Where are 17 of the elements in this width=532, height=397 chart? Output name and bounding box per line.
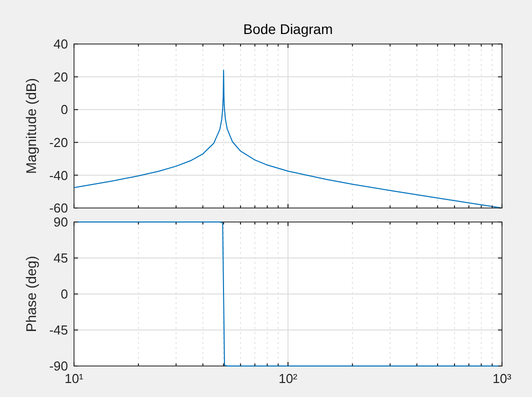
y-tick-label: -20 (49, 134, 68, 150)
y-tick-label: 0 (60, 286, 68, 302)
y-tick-label: -60 (49, 200, 68, 216)
y-axis-title: Phase (deg) (23, 256, 39, 332)
y-tick-label: 0 (60, 102, 68, 118)
y-tick-label: -40 (49, 168, 68, 183)
x-tick-label: 10³ (492, 371, 512, 386)
y-tick-label: 40 (54, 36, 68, 52)
y-tick-label: 90 (54, 214, 68, 230)
x-tick-label: 10¹ (64, 371, 84, 386)
y-tick-label: -45 (49, 322, 68, 338)
y-tick-label: -90 (49, 358, 68, 374)
y-tick-label: 45 (54, 250, 68, 266)
chart-title: Bode Diagram (243, 21, 333, 37)
y-tick-label: 20 (54, 69, 68, 84)
x-tick-label: 10² (278, 371, 298, 386)
y-axis-title: Magnitude (dB) (23, 78, 39, 174)
